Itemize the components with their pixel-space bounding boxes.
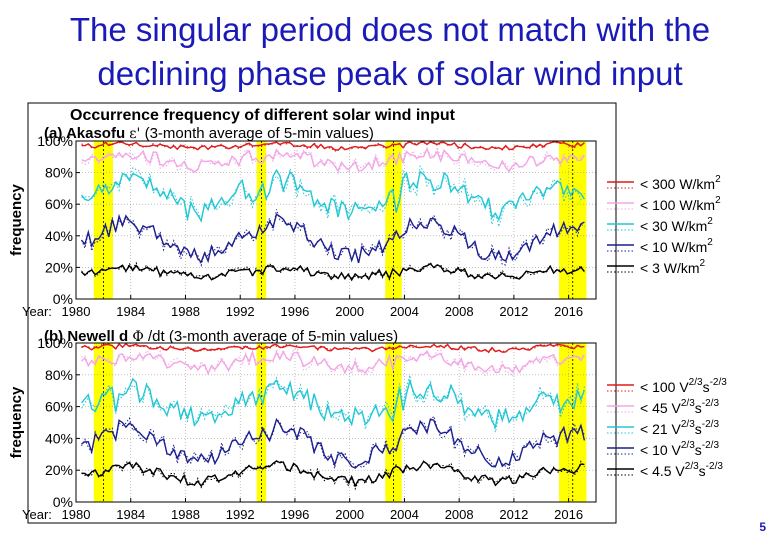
x-tick-label: 2016 (554, 507, 583, 522)
y-tick-label: 20% (45, 259, 73, 275)
y-tick-label: 60% (45, 399, 73, 415)
x-tick-label: 1992 (226, 507, 255, 522)
y-axis-label: frequency (8, 386, 25, 458)
series-line (81, 349, 585, 376)
series-line (80, 213, 585, 264)
legend-entry: < 30 W/km2 (640, 216, 713, 234)
highlight-band (385, 141, 402, 299)
legend-entry: < 10 W/km2 (640, 237, 713, 255)
highlight-band (559, 141, 587, 299)
x-tick-label: 1980 (62, 304, 91, 319)
series-dotted-line (81, 347, 585, 378)
series-line (81, 146, 585, 173)
legend-entry: < 100 W/km2 (640, 195, 721, 213)
series-line (81, 140, 585, 151)
x-tick-label: 1988 (171, 304, 200, 319)
highlight-band (93, 343, 113, 502)
highlight-band (256, 343, 267, 502)
series-line (80, 168, 585, 223)
y-tick-label: 40% (45, 430, 73, 446)
panel-title: (a) Akasofu ε' (3-month average of 5-min… (44, 125, 374, 142)
series-dotted-line (81, 375, 585, 433)
y-tick-label: 80% (45, 367, 73, 383)
x-tick-label: 2012 (499, 507, 528, 522)
x-tick-label: 2016 (554, 304, 583, 319)
y-tick-label: 0% (53, 291, 73, 307)
series-line (81, 460, 585, 488)
x-tick-label: 2004 (390, 507, 419, 522)
legend-entry: < 300 W/km2 (640, 174, 721, 192)
x-tick-label: 1996 (280, 507, 309, 522)
y-tick-label: 40% (45, 228, 73, 244)
x-tick-label: 2000 (335, 304, 364, 319)
plot-frame (75, 342, 597, 503)
slide-title-line-2: declining phase peak of solar wind input (97, 55, 683, 92)
panel-b: (b) Newell d Φ /dt (3-month average of 5… (8, 328, 727, 522)
series-dotted-line (81, 261, 585, 281)
page-number: 5 (759, 520, 766, 534)
highlight-band (385, 343, 402, 502)
slide-title-line-1: The singular period does not match with … (69, 11, 711, 48)
x-tick-label: 1984 (116, 507, 145, 522)
x-tick-label: 2012 (499, 304, 528, 319)
x-tick-label: 2008 (445, 304, 474, 319)
x-tick-label: 1996 (280, 304, 309, 319)
legend-entry: < 21 V2/3s-2/3 (640, 419, 719, 437)
x-tick-label: 1980 (62, 507, 91, 522)
y-tick-label: 20% (45, 462, 73, 478)
figure-header: Occurrence frequency of different solar … (70, 107, 456, 124)
panel-title: (b) Newell d Φ /dt (3-month average of 5… (44, 328, 398, 345)
y-tick-label: 80% (45, 165, 73, 181)
series-line (81, 417, 586, 469)
series-line (80, 377, 586, 429)
y-tick-label: 100% (37, 335, 73, 351)
x-tick-label: 2004 (390, 304, 419, 319)
x-tick-label: 2000 (335, 507, 364, 522)
series-line (81, 262, 585, 282)
panel-a: (a) Akasofu ε' (3-month average of 5-min… (8, 125, 721, 319)
x-tick-label: 1984 (116, 304, 145, 319)
x-tick-label: 1992 (226, 304, 255, 319)
y-tick-label: 100% (37, 133, 73, 149)
year-axis-prefix: Year: (22, 304, 52, 319)
highlight-band (559, 343, 587, 502)
highlight-band (93, 141, 113, 299)
legend-entry: < 45 V2/3s-2/3 (640, 398, 719, 416)
legend-entry: < 4.5 V2/3s-2/3 (640, 461, 723, 479)
y-axis-label: frequency (8, 184, 25, 256)
y-tick-label: 60% (45, 196, 73, 212)
year-axis-prefix: Year: (22, 507, 52, 522)
y-tick-label: 0% (53, 494, 73, 510)
series-line (81, 342, 585, 354)
slide-title: The singular period does not match with … (0, 8, 780, 96)
plot-frame (75, 140, 597, 300)
legend-entry: < 100 V2/3s-2/3 (640, 377, 727, 395)
x-tick-label: 2008 (445, 507, 474, 522)
highlight-band (256, 141, 267, 299)
x-tick-label: 1988 (171, 507, 200, 522)
legend-entry: < 10 V2/3s-2/3 (640, 440, 719, 458)
legend-entry: < 3 W/km2 (640, 258, 706, 276)
